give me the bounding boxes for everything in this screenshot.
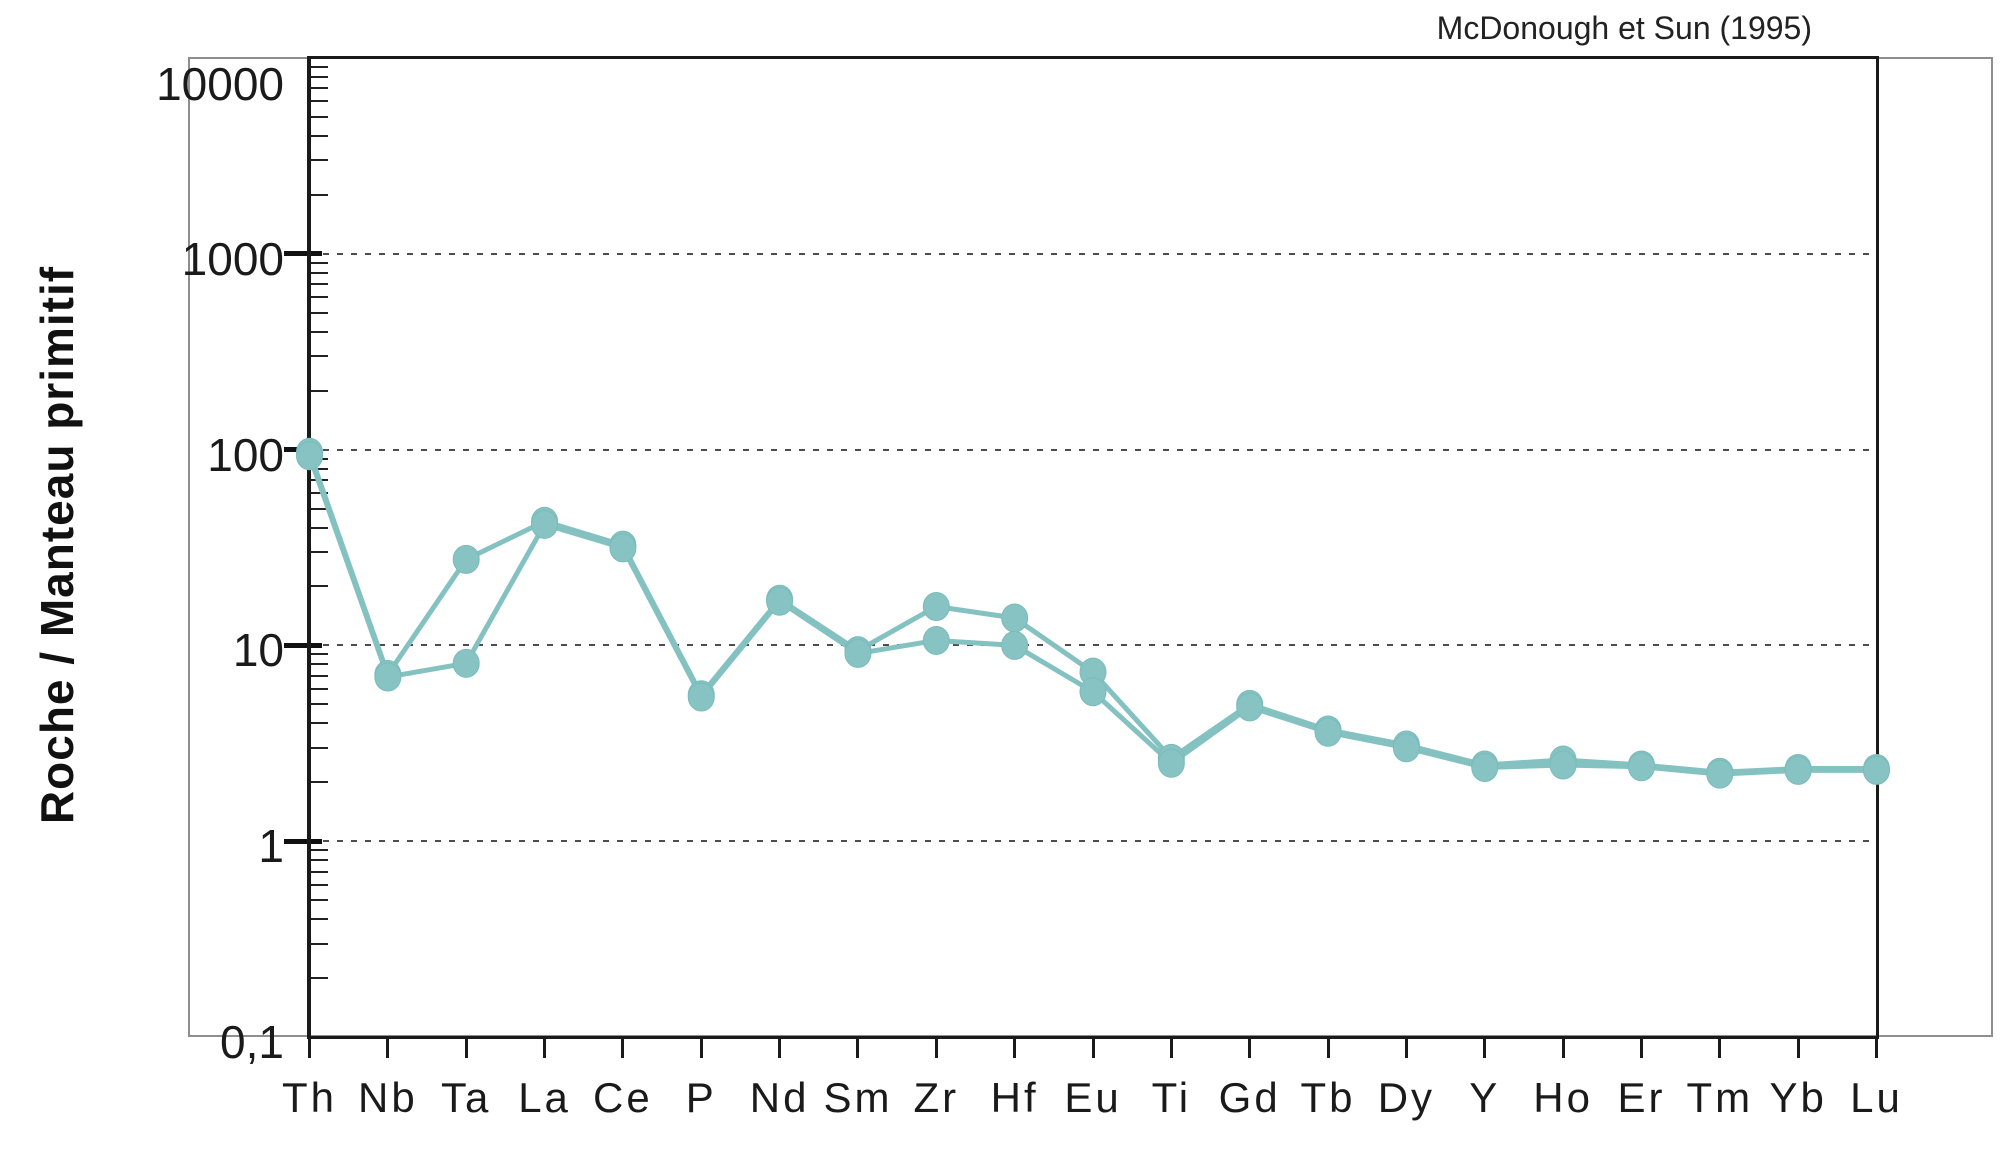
y-minor-tick [311, 355, 328, 358]
x-axis-tick-label: Ti [1151, 1074, 1192, 1121]
y-minor-tick [311, 311, 328, 314]
y-major-tick-stub [310, 251, 322, 257]
x-axis-tick-label: Ho [1533, 1074, 1593, 1121]
y-axis-tick-label: 100 [207, 428, 284, 481]
y-minor-tick [311, 134, 328, 137]
y-minor-tick [311, 849, 328, 852]
x-axis-tick [1796, 1037, 1800, 1058]
plot-area-frame [307, 56, 1879, 1039]
y-axis-tick-label: 10 [232, 624, 284, 677]
x-axis-tick [1013, 1037, 1017, 1058]
y-minor-tick [311, 781, 328, 784]
x-axis-tick [1326, 1037, 1330, 1058]
y-minor-tick [311, 75, 328, 78]
y-minor-tick [311, 883, 328, 886]
x-axis-tick [699, 1037, 703, 1058]
x-axis-tick-label: Tb [1300, 1074, 1356, 1121]
x-axis-tick-label: P [685, 1074, 717, 1121]
y-minor-tick [311, 296, 328, 299]
y-axis-tick-label: 1 [258, 820, 284, 873]
x-axis-tick-label: Ta [441, 1074, 492, 1121]
x-axis-tick-label: Eu [1064, 1074, 1122, 1121]
x-axis-tick [621, 1037, 625, 1058]
y-major-tick [284, 838, 310, 844]
y-minor-tick [311, 271, 328, 274]
h-gridline [309, 448, 1876, 451]
x-axis-tick [1718, 1037, 1722, 1058]
x-axis-tick [856, 1037, 860, 1058]
x-axis-tick [934, 1037, 938, 1058]
y-axis-tick-label: 0,1 [220, 1016, 284, 1068]
y-minor-tick [311, 977, 328, 980]
x-axis-tick-label: Th [281, 1074, 337, 1121]
x-axis-tick-label: Tm [1686, 1074, 1754, 1121]
x-axis-tick [464, 1037, 468, 1058]
y-axis-tick-label: 1000 [181, 232, 284, 285]
y-minor-tick [311, 159, 328, 162]
y-minor-tick [311, 899, 328, 902]
x-axis-tick [543, 1037, 547, 1058]
y-minor-tick [311, 918, 328, 921]
x-axis-tick-label: La [518, 1074, 571, 1121]
x-axis-tick-label: Gd [1218, 1074, 1281, 1121]
x-axis-tick-label: Er [1617, 1074, 1666, 1121]
x-axis-tick-label: Nb [357, 1074, 418, 1121]
x-axis-tick-label: Sm [823, 1074, 893, 1121]
y-minor-tick [311, 389, 328, 392]
x-axis-tick [1169, 1037, 1173, 1058]
y-minor-tick [311, 942, 328, 945]
y-minor-tick [311, 870, 328, 873]
x-axis-tick [1561, 1037, 1565, 1058]
x-axis-tick-label: Zr [913, 1074, 960, 1121]
x-axis-tick [1091, 1037, 1095, 1058]
x-axis-tick-label: Y [1469, 1074, 1501, 1121]
x-axis-tick [1639, 1037, 1643, 1058]
y-minor-tick [311, 283, 328, 286]
y-minor-tick [311, 261, 328, 264]
x-axis-tick [1483, 1037, 1487, 1058]
x-axis-tick-label: Dy [1377, 1074, 1436, 1121]
x-axis-tick-label: Lu [1850, 1074, 1903, 1121]
y-minor-tick [311, 100, 328, 103]
y-minor-tick [311, 330, 328, 333]
y-minor-tick [311, 115, 328, 118]
x-axis-tick-label: Ce [593, 1074, 653, 1121]
y-minor-tick [311, 65, 328, 68]
x-axis-tick [778, 1037, 782, 1058]
x-axis-tick [1404, 1037, 1408, 1058]
y-major-tick [284, 251, 310, 257]
x-axis-tick [386, 1037, 390, 1058]
h-gridline [309, 252, 1876, 255]
y-axis-title: Roche / Manteau primitif [31, 265, 83, 825]
h-gridline [309, 840, 1876, 843]
x-axis-tick-label: Nd [749, 1074, 810, 1121]
x-axis-tick [1248, 1037, 1252, 1058]
y-minor-tick [311, 193, 328, 196]
y-axis-tick-label: 10000 [156, 58, 284, 110]
y-minor-tick [311, 859, 328, 862]
y-minor-tick [311, 87, 328, 90]
x-axis-tick-label: Yb [1769, 1074, 1827, 1121]
x-axis-tick [308, 1037, 311, 1058]
y-major-tick-stub [310, 838, 322, 844]
x-axis-tick [1875, 1037, 1878, 1058]
chart-source-title: McDonough et Sun (1995) [1436, 10, 1812, 46]
x-axis-tick-label: Hf [990, 1074, 1039, 1121]
y-major-tick [284, 642, 310, 648]
